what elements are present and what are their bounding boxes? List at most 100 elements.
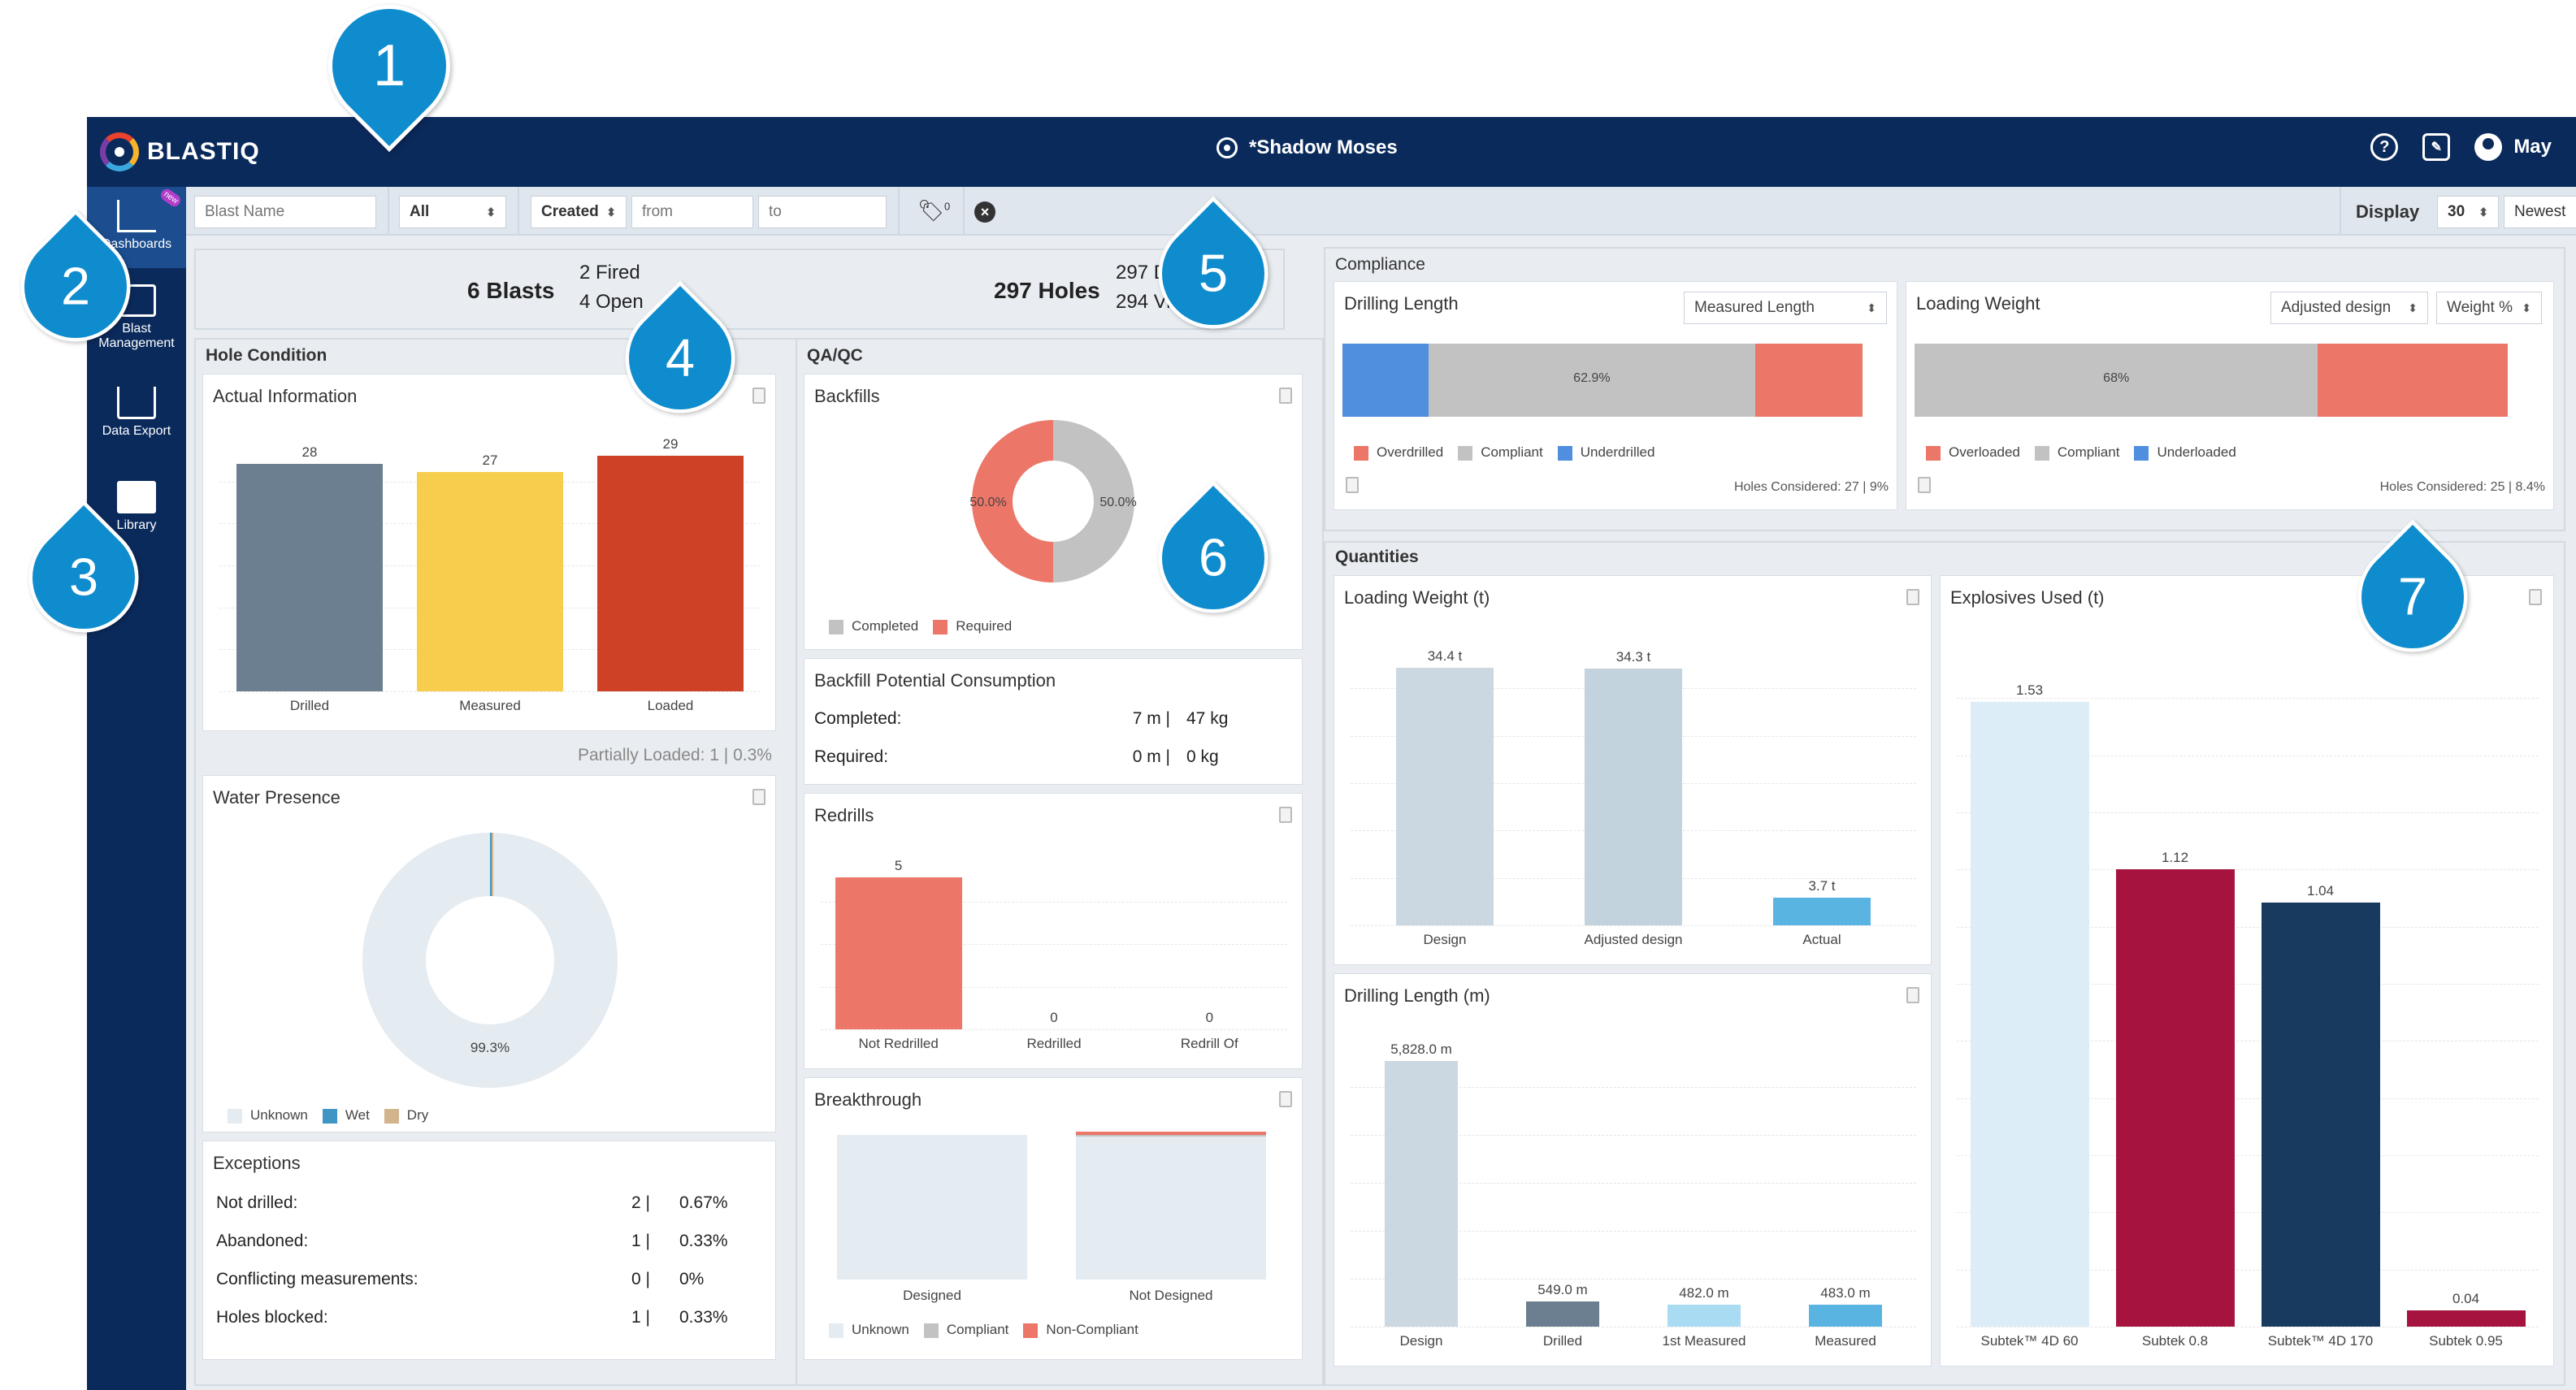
copy-icon[interactable] [1906, 987, 1919, 1003]
loading-unit-select[interactable]: Weight % ⬍ [2436, 292, 2542, 324]
user-name: May [2513, 136, 2552, 158]
consumption-length: 7 m | [1132, 709, 1170, 728]
project-selector[interactable]: *Shadow Moses [1216, 136, 1398, 159]
exception-pct: 0.33% [679, 1232, 728, 1250]
bar-category-label: Drilled [289, 698, 330, 713]
legend-label: Compliant [1481, 444, 1543, 460]
legend-swatch [933, 619, 948, 634]
to-date-input[interactable] [758, 196, 887, 228]
grid-line [821, 944, 1287, 945]
logo[interactable]: BLASTIQ [100, 132, 260, 172]
user-menu[interactable]: May [2474, 133, 2552, 161]
chart-bar [236, 464, 383, 691]
app-window: BLASTIQ *Shadow Moses ? ✎ May new Dashbo… [87, 117, 2576, 1390]
bar-value-label: 549.0 m [1537, 1282, 1588, 1298]
bar-value-label: 5,828.0 m [1390, 1041, 1452, 1057]
bar-category-label: Subtek 0.95 [2429, 1333, 2503, 1349]
blast-name-input[interactable] [194, 196, 376, 228]
water-legend: Unknown Wet Dry [228, 1107, 428, 1124]
legend-item: Wet [322, 1107, 370, 1124]
status-value: All [410, 203, 430, 220]
exception-count: 1 | [631, 1308, 650, 1327]
display-count-value: 30 [2448, 203, 2465, 220]
bar-category-label: Subtek™ 4D 60 [1980, 1333, 2079, 1349]
chart-bar [1970, 702, 2089, 1327]
legend-swatch [1926, 445, 1941, 461]
copy-icon[interactable] [1279, 388, 1292, 404]
logo-text: BLASTIQ [147, 138, 260, 165]
card-title: Loading Weight (t) [1344, 587, 1490, 608]
bar-category-label: Not Redrilled [858, 1036, 939, 1051]
sidebar-item-data-export[interactable]: Data Export [87, 379, 186, 452]
bar-value-label: 483.0 m [1820, 1284, 1871, 1301]
grid-line [1351, 1183, 1916, 1184]
bar-category-label: Subtek™ 4D 170 [2267, 1333, 2374, 1349]
help-icon[interactable]: ? [2370, 133, 2399, 161]
sort-icon: ⬍ [486, 205, 496, 219]
copy-icon[interactable] [752, 789, 765, 805]
water-presence-card: Water Presence 99.3% Unknown Wet Dry [202, 775, 776, 1132]
date-field-select[interactable]: Created ⬍ [531, 196, 627, 228]
copy-icon[interactable] [1906, 589, 1919, 605]
top-bar: BLASTIQ *Shadow Moses ? ✎ May [87, 117, 2576, 187]
backfill-right-label: 50.0% [1099, 496, 1136, 509]
clear-filters-icon[interactable]: × [974, 201, 995, 223]
holes-considered: Holes Considered: 27 | 9% [1733, 480, 1889, 494]
actual-information-card: Actual Information 28 Drilled 27 Measured 29… [202, 374, 776, 731]
legend-label: Completed [852, 618, 919, 634]
grid-line [821, 986, 1287, 988]
legend-swatch [1354, 445, 1368, 461]
card-title: Actual Information [213, 386, 358, 406]
copy-icon[interactable] [1346, 477, 1359, 493]
copy-icon[interactable] [752, 388, 765, 404]
legend-label: Overdrilled [1377, 444, 1444, 460]
bar-value-label: 1.53 [2015, 682, 2044, 699]
exception-label: Abandoned: [216, 1232, 309, 1250]
holes-considered: Holes Considered: 25 | 8.4% [2379, 480, 2545, 494]
sidebar-item-library[interactable]: Library [87, 473, 186, 538]
grid-line [1957, 698, 2539, 699]
card-title: Backfill Potential Consumption [814, 670, 1056, 691]
copy-icon[interactable] [1279, 1091, 1292, 1107]
compliance-segment [2318, 344, 2508, 417]
panel-title: Hole Condition [206, 346, 327, 365]
chart-bar [1667, 1304, 1741, 1327]
exception-count: 2 | [631, 1193, 650, 1212]
copy-icon[interactable] [1279, 807, 1292, 823]
legend-swatch [923, 1323, 939, 1338]
copy-icon[interactable] [2529, 589, 2542, 605]
from-date-input[interactable] [631, 196, 753, 228]
compliance-segment [1755, 344, 1863, 417]
callout-number: 1 [372, 33, 406, 99]
bar-value-label: 34.3 t [1615, 649, 1651, 665]
legend-swatch [2034, 445, 2049, 461]
breakthrough-card: Breakthrough Designed Not Designed Unkno… [804, 1077, 1303, 1360]
grid-line [1957, 926, 2539, 928]
feedback-icon[interactable]: ✎ [2422, 133, 2451, 161]
exception-count: 1 | [631, 1232, 650, 1250]
legend-swatch [322, 1108, 337, 1124]
card-title: Backfills [814, 386, 880, 406]
bar-category-label: Subtek 0.8 [2141, 1333, 2209, 1349]
bar-category-label: Design [1399, 1333, 1443, 1349]
loading-basis-select[interactable]: Adjusted design ⬍ [2270, 292, 2428, 324]
compliance-pct-label: 68% [2103, 371, 2130, 385]
exception-pct: 0.33% [679, 1308, 728, 1327]
legend-label: Dry [406, 1107, 429, 1123]
drilling-length-select[interactable]: Measured Length ⬍ [1684, 292, 1887, 324]
legend-item: Compliant [1458, 444, 1543, 461]
chart-bar [1396, 668, 1494, 925]
sort-order-select[interactable]: Newest⬍ [2504, 196, 2576, 228]
redrills-card: Redrills 5 Not Redrilled 0 Redrilled 0 Redril… [804, 793, 1303, 1069]
drilling-length-quantity-card: Drilling Length (m) 5,828.0 m Design 549.0… [1334, 973, 1932, 1366]
breakthrough-legend: Unknown Compliant Non-Compliant [829, 1322, 1138, 1338]
tag-filter[interactable]: 🏷0 [917, 198, 950, 223]
bar-value-label: 5 [894, 857, 903, 873]
status-select[interactable]: All ⬍ [399, 196, 506, 228]
new-badge: new [158, 186, 183, 210]
callout-number: 5 [1198, 245, 1229, 304]
copy-icon[interactable] [1918, 477, 1931, 493]
legend-swatch [384, 1108, 399, 1124]
bar-value-label: 482.0 m [1679, 1284, 1729, 1301]
display-count-select[interactable]: 30 ⬍ [2437, 196, 2499, 228]
